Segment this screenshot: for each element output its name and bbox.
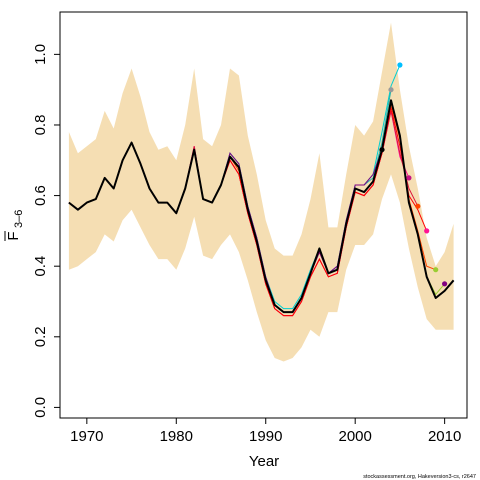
y-tick-label: 1.0	[32, 44, 49, 65]
y-axis-title-subscript: 3–6	[13, 210, 25, 228]
endpoint-markers-layer	[379, 62, 448, 287]
y-tick-label: 0.4	[32, 256, 49, 277]
endpoint-marker	[397, 62, 403, 68]
y-tick-label: 0.8	[32, 115, 49, 136]
y-tick-label: 0.6	[32, 185, 49, 206]
endpoint-marker	[379, 147, 385, 153]
main-series-line	[68, 99, 455, 314]
confidence-band	[68, 22, 454, 362]
x-axis: 1970 1980 1990 2000 2010	[70, 418, 461, 445]
x-tick-label: 1980	[160, 428, 193, 445]
x-tick-label: 2010	[428, 428, 461, 445]
series-layer	[68, 64, 455, 317]
x-axis-title: Year	[249, 453, 279, 470]
endpoint-marker	[388, 87, 394, 93]
endpoint-marker	[406, 175, 412, 181]
x-tick-label: 1970	[70, 428, 103, 445]
endpoint-marker	[442, 281, 448, 287]
plot-frame	[59, 11, 468, 419]
credit-text: stockassessment.org, Hakeversion3-cs, r2…	[363, 474, 476, 480]
y-axis-title-main: F	[5, 231, 22, 240]
y-tick-label: 0.2	[32, 326, 49, 347]
y-tick-label: 0.0	[32, 397, 49, 418]
x-tick-label: 2000	[338, 428, 371, 445]
endpoint-marker	[424, 228, 430, 234]
y-axis-title: F 3–6	[4, 210, 25, 241]
x-tick-label: 1990	[249, 428, 282, 445]
endpoint-marker	[433, 267, 439, 273]
endpoint-marker	[415, 203, 421, 209]
y-axis: 0.0 0.2 0.4 0.6 0.8 1.0	[32, 44, 60, 418]
confidence-band-layer	[68, 22, 454, 362]
